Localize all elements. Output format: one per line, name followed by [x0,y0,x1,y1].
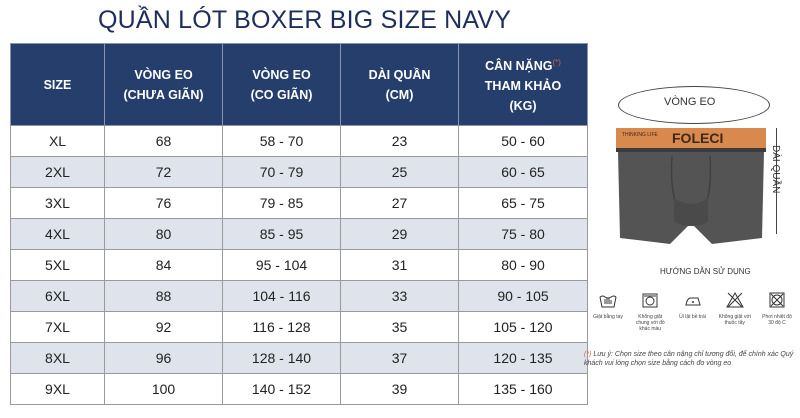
length-label: DÀI QUẦN [770,145,781,194]
table-cell: 140 - 152 [222,373,341,405]
table-cell: 8XL [10,342,105,374]
table-cell: 6XL [10,280,105,312]
care-item-hand-wash: Giặt bằng tay [590,290,626,332]
no-mix-wash-icon [642,293,658,308]
care-item-dry: Phơi nhiệt độ 30 độ C [759,290,795,332]
care-icons-row: Giặt bằng tay Không giặt chung với đồ kh… [590,290,795,332]
table-cell: 96 [104,342,223,374]
table-cell: 4XL [10,218,105,250]
hand-wash-icon [599,295,617,308]
brand-small-text: THINKING LIFE [622,132,659,138]
table-row: 2XL 72 70 - 79 25 60 - 65 [10,156,588,188]
note-asterisk: (*) [584,351,592,358]
care-item-no-mix: Không giặt chung với đồ khác màu [632,290,668,332]
header-waist-stretched: VÒNG EO (CO GIÃN) [222,43,341,126]
table-cell: 29 [340,218,459,250]
table-row: 8XL 96 128 - 140 37 120 - 135 [10,342,588,374]
waist-label: VÒNG EO [664,96,716,108]
table-cell: 95 - 104 [222,249,341,281]
table-cell: 2XL [10,156,105,188]
table-cell: XL [10,125,105,157]
header-length: DÀI QUẦN (CM) [340,43,459,126]
table-cell: 35 [340,311,459,343]
table-row: 6XL 88 104 - 116 33 90 - 105 [10,280,588,312]
table-cell: 90 - 105 [458,280,588,312]
brand-logo-text: FOLECI [672,130,723,146]
table-cell: 7XL [10,311,105,343]
table-cell: 120 - 135 [458,342,588,374]
table-cell: 80 - 90 [458,249,588,281]
header-waist-unstretched: VÒNG EO (CHƯA GIÃN) [104,43,223,126]
header-asterisk: (*) [552,57,561,67]
boxer-illustration: THINKING LIFE FOLECI [616,128,766,244]
size-chart-table: SIZE VÒNG EO (CHƯA GIÃN) VÒNG EO (CO GIÃN)… [10,43,588,405]
table-cell: 33 [340,280,459,312]
table-cell: 65 - 75 [458,187,588,219]
table-cell: 80 [104,218,223,250]
table-cell: 116 - 128 [222,311,341,343]
table-cell: 58 - 70 [222,125,341,157]
table-row: 5XL 84 95 - 104 31 80 - 90 [10,249,588,281]
header-size: SIZE [10,43,105,126]
page-title: QUẦN LÓT BOXER BIG SIZE NAVY [98,6,512,34]
table-cell: 25 [340,156,459,188]
care-title: HƯỚNG DẪN SỬ DỤNG [660,267,751,276]
table-cell: 9XL [10,373,105,405]
table-row: 3XL 76 79 - 85 27 65 - 75 [10,187,588,219]
length-dimension-line [776,128,777,234]
table-cell: 104 - 116 [222,280,341,312]
table-cell: 84 [104,249,223,281]
table-cell: 79 - 85 [222,187,341,219]
care-item-no-bleach: Không giặt với thuốc tẩy [717,290,753,332]
table-cell: 5XL [10,249,105,281]
table-cell: 88 [104,280,223,312]
table-cell: 70 - 79 [222,156,341,188]
table-cell: 68 [104,125,223,157]
note-text: Lưu ý: Chọn size theo cân nặng chỉ tương… [584,351,794,367]
table-cell: 23 [340,125,459,157]
header-weight: CÂN NẶNG(*) THAM KHẢO (KG) [458,43,588,126]
waist-ellipse [618,86,770,124]
table-header-row: SIZE VÒNG EO (CHƯA GIÃN) VÒNG EO (CO GIÃN)… [10,43,588,126]
table-cell: 105 - 120 [458,311,588,343]
table-cell: 85 - 95 [222,218,341,250]
table-row: 4XL 80 85 - 95 29 75 - 80 [10,218,588,250]
iron-icon [684,297,701,306]
table-cell: 135 - 160 [458,373,588,405]
table-cell: 3XL [10,187,105,219]
table-cell: 27 [340,187,459,219]
dry-30c-icon [769,292,785,308]
table-row: 9XL 100 140 - 152 39 135 - 160 [10,373,588,405]
table-cell: 39 [340,373,459,405]
table-cell: 92 [104,311,223,343]
table-cell: 72 [104,156,223,188]
table-cell: 76 [104,187,223,219]
weight-note: (*) Lưu ý: Chọn size theo cân nặng chỉ t… [584,350,796,368]
table-row: XL 68 58 - 70 23 50 - 60 [10,125,588,157]
table-cell: 60 - 65 [458,156,588,188]
table-cell: 37 [340,342,459,374]
table-cell: 31 [340,249,459,281]
table-cell: 100 [104,373,223,405]
table-cell: 75 - 80 [458,218,588,250]
care-item-iron: Ủi lật bề trái [675,290,711,332]
table-row: 7XL 92 116 - 128 35 105 - 120 [10,311,588,343]
table-cell: 128 - 140 [222,342,341,374]
no-bleach-icon [725,291,744,308]
table-cell: 50 - 60 [458,125,588,157]
